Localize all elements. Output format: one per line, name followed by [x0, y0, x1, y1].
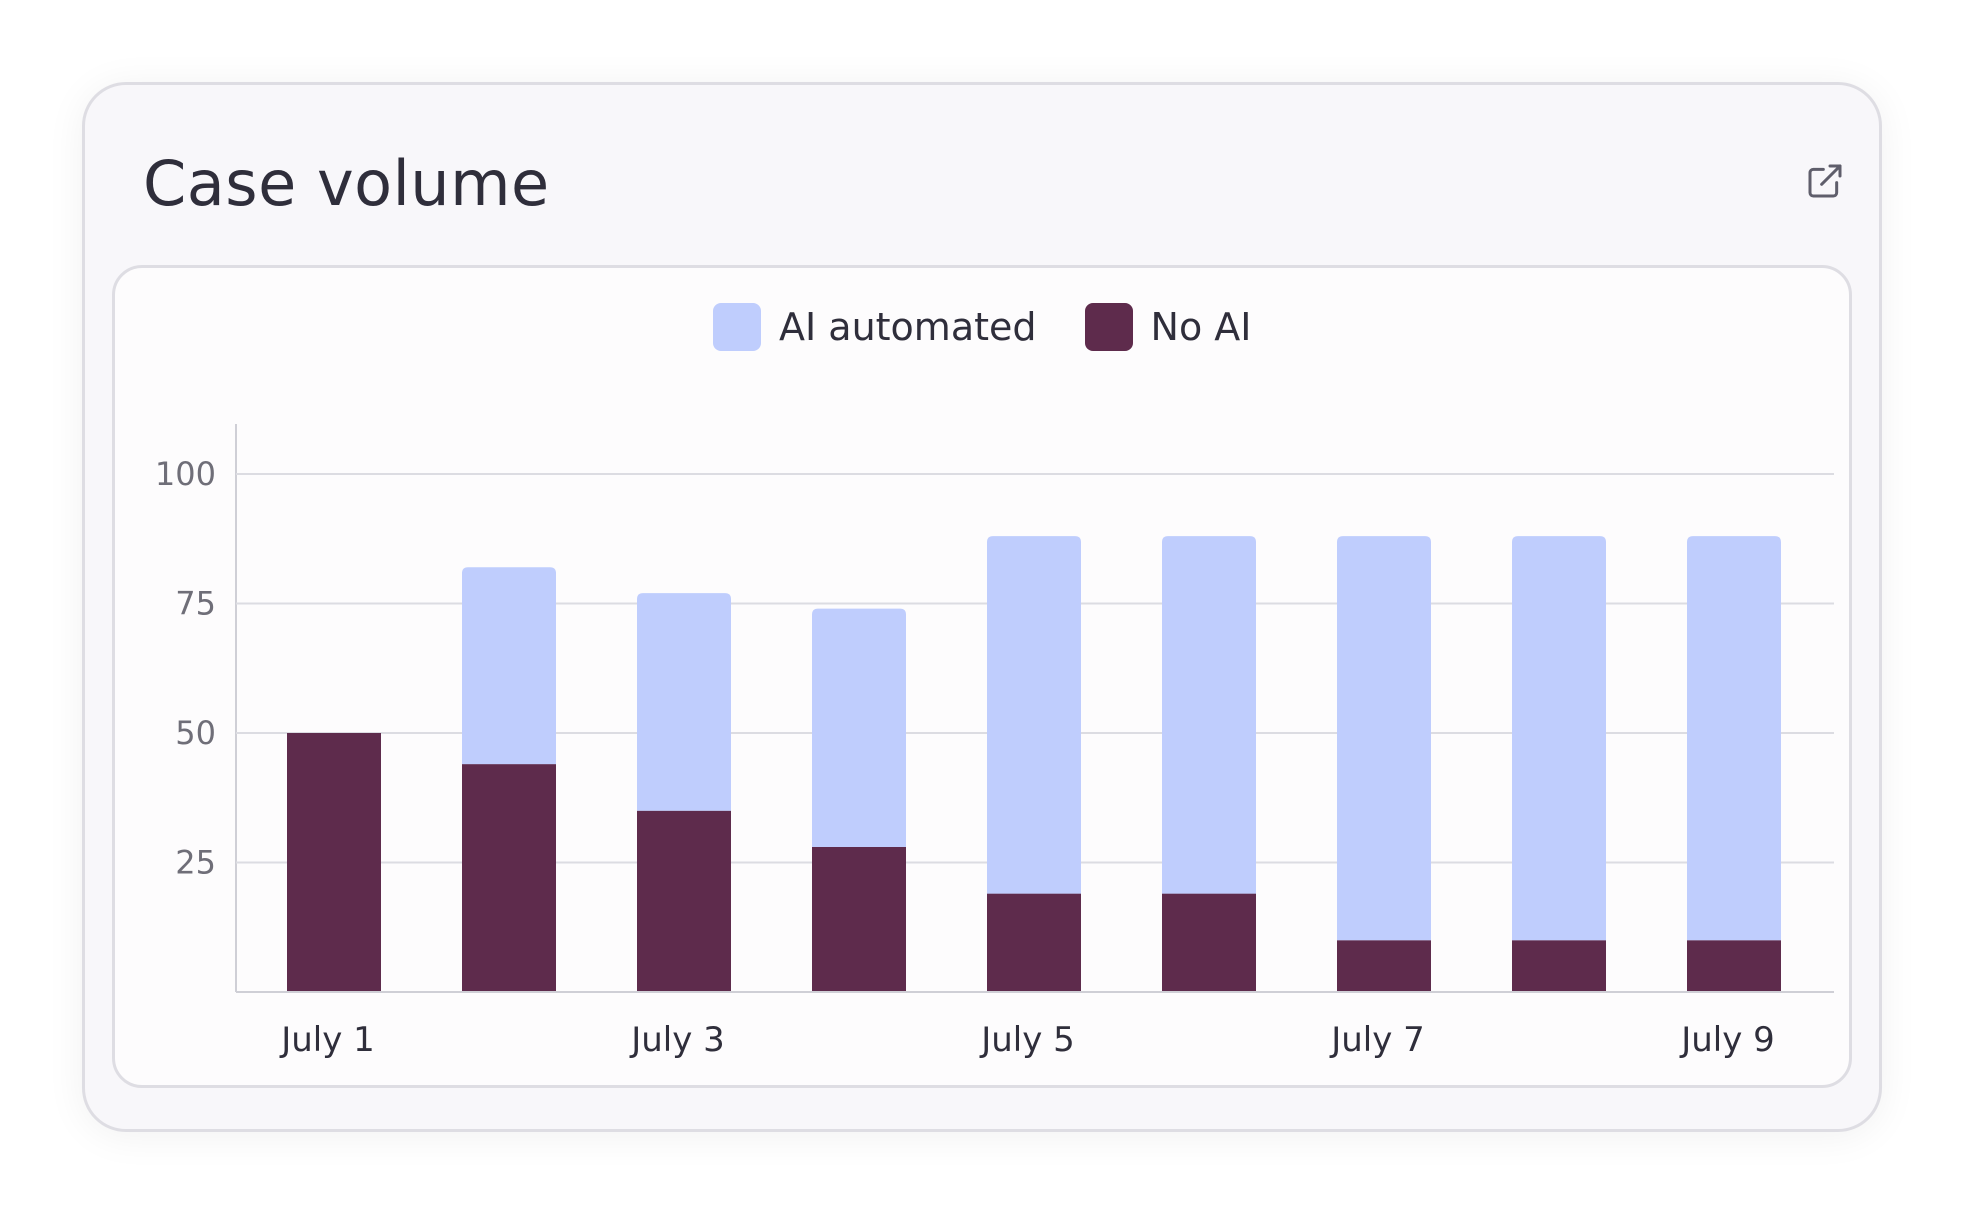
bar-segment[interactable]	[287, 733, 381, 992]
legend-label-no-ai: No AI	[1150, 305, 1252, 349]
external-link-icon	[1808, 164, 1842, 198]
bar-segment[interactable]	[1162, 536, 1256, 894]
x-tick-label: July 3	[629, 1020, 725, 1060]
bar-segment[interactable]	[1162, 893, 1256, 992]
legend-swatch-ai-automated	[713, 303, 761, 351]
bar-segment[interactable]	[812, 608, 906, 847]
y-tick-label: 50	[175, 714, 216, 752]
card-title: Case volume	[143, 147, 550, 220]
bar-segment[interactable]	[812, 846, 906, 992]
y-tick-label: 75	[175, 585, 216, 623]
external-link-button[interactable]	[1801, 157, 1849, 205]
y-tick-label: 25	[175, 844, 216, 882]
bar-segment[interactable]	[462, 764, 556, 992]
legend-item-ai-automated[interactable]: AI automated	[713, 303, 1037, 351]
x-tick-label: July 1	[279, 1020, 375, 1060]
legend-item-no-ai[interactable]: No AI	[1084, 303, 1252, 351]
x-tick-label: July 9	[1679, 1020, 1775, 1060]
bar-segment[interactable]	[1687, 536, 1781, 941]
legend-swatch-no-ai	[1084, 303, 1133, 351]
x-tick-label: July 7	[1329, 1020, 1425, 1060]
bar-segment[interactable]	[1512, 536, 1606, 941]
bar-segment[interactable]	[987, 536, 1081, 894]
bar-segment[interactable]	[1337, 536, 1431, 941]
y-tick-label: 100	[155, 455, 216, 493]
bar-segment[interactable]	[462, 567, 556, 765]
bar-segment[interactable]	[637, 810, 731, 992]
legend-label-ai-automated: AI automated	[779, 305, 1037, 349]
bar-segment[interactable]	[1512, 940, 1606, 992]
bar-segment[interactable]	[1337, 940, 1431, 992]
chart-legend: AI automated No AI	[713, 302, 1299, 352]
x-tick-label: July 5	[979, 1020, 1075, 1060]
bar-segment[interactable]	[987, 893, 1081, 992]
bar-segment[interactable]	[637, 593, 731, 811]
bar-segment[interactable]	[1687, 940, 1781, 992]
